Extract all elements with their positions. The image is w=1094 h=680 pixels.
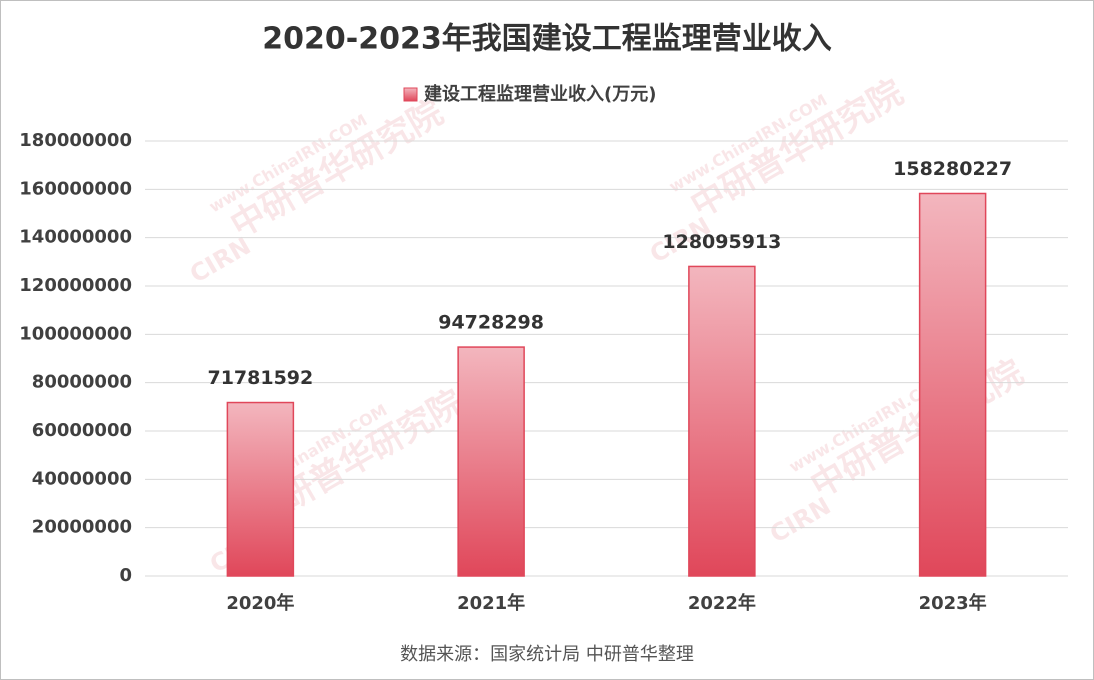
bar (457, 346, 525, 577)
legend-swatch (403, 87, 418, 102)
legend-label: 建设工程监理营业收入(万元) (424, 83, 656, 105)
chart-title: 2020-2023年我国建设工程监理营业收入 (262, 22, 831, 57)
x-tick-label: 2023年 (919, 592, 987, 614)
x-tick-label: 2022年 (688, 592, 756, 614)
y-tick-label: 60000000 (32, 420, 132, 441)
y-tick-label: 160000000 (19, 178, 132, 199)
y-tick-label: 140000000 (19, 227, 132, 248)
value-label: 71781592 (207, 367, 313, 389)
y-tick-label: 80000000 (32, 372, 132, 393)
y-tick-label: 40000000 (32, 468, 132, 489)
value-label: 128095913 (662, 231, 781, 253)
x-tick-label: 2021年 (457, 592, 525, 614)
y-tick-label: 120000000 (19, 275, 132, 296)
value-label: 158280227 (893, 158, 1012, 180)
y-tick-label: 0 (119, 565, 132, 586)
source-note: 数据来源：国家统计局 中研普华整理 (400, 644, 694, 665)
value-label: 94728298 (438, 312, 544, 334)
bar (918, 192, 987, 577)
y-tick-label: 20000000 (32, 517, 132, 538)
y-tick-label: 100000000 (19, 323, 132, 344)
x-tick-label: 2020年 (226, 592, 294, 614)
bar (688, 265, 756, 577)
y-tick-label: 180000000 (19, 130, 132, 151)
bar (226, 401, 295, 577)
